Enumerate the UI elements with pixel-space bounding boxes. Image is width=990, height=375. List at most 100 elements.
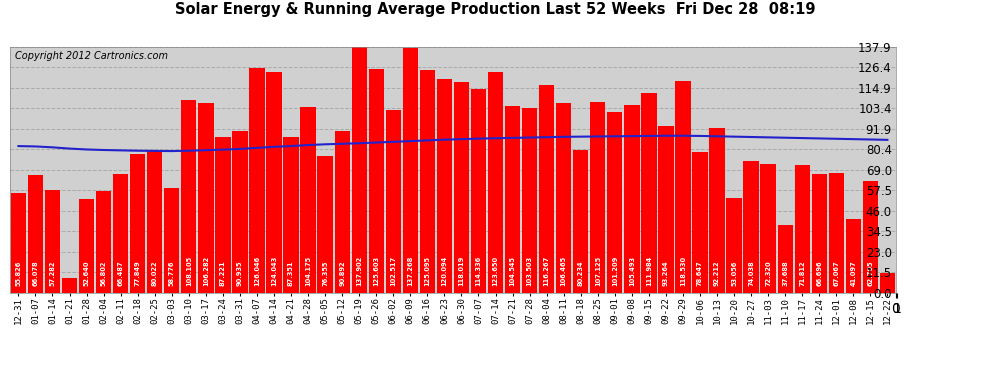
Text: 125.603: 125.603 [373, 256, 379, 286]
Text: 103.503: 103.503 [527, 256, 533, 286]
Text: 107.125: 107.125 [595, 256, 601, 286]
Text: 87.221: 87.221 [220, 261, 226, 286]
Bar [658, 126, 673, 292]
Text: 66.696: 66.696 [817, 261, 823, 286]
Bar [471, 89, 486, 292]
Bar [880, 273, 895, 292]
Text: 124.043: 124.043 [271, 256, 277, 286]
Text: 93.264: 93.264 [663, 261, 669, 286]
Text: 67.067: 67.067 [834, 261, 840, 286]
Text: 58.776: 58.776 [168, 261, 175, 286]
Text: 66.487: 66.487 [118, 261, 124, 286]
Text: 87.351: 87.351 [288, 261, 294, 286]
Bar [675, 81, 691, 292]
Text: 55.826: 55.826 [16, 261, 22, 286]
Text: 116.267: 116.267 [544, 256, 549, 286]
Bar [795, 165, 810, 292]
Bar [300, 107, 316, 292]
Text: 104.175: 104.175 [305, 256, 311, 286]
Bar [351, 47, 367, 292]
Bar [215, 137, 231, 292]
Bar [368, 69, 384, 292]
Text: 101.209: 101.209 [612, 256, 618, 286]
Text: 118.019: 118.019 [458, 256, 464, 286]
Text: 90.935: 90.935 [237, 261, 243, 286]
Text: 108.105: 108.105 [186, 256, 192, 286]
Text: 78.647: 78.647 [697, 261, 703, 286]
Text: 114.336: 114.336 [475, 256, 481, 286]
Bar [96, 191, 111, 292]
Text: 105.493: 105.493 [629, 256, 635, 286]
Text: 74.038: 74.038 [748, 261, 754, 286]
Text: 41.097: 41.097 [850, 261, 856, 286]
Bar [692, 152, 708, 292]
Text: 106.282: 106.282 [203, 256, 209, 286]
Text: 57.282: 57.282 [50, 261, 55, 286]
Bar [266, 72, 282, 292]
Text: 80.022: 80.022 [151, 261, 157, 286]
Bar [488, 72, 503, 292]
Text: 120.094: 120.094 [442, 256, 447, 286]
Text: 104.545: 104.545 [510, 256, 516, 286]
Text: 77.849: 77.849 [135, 261, 141, 286]
Bar [318, 156, 333, 292]
Bar [522, 108, 538, 292]
Bar [710, 128, 725, 292]
Bar [79, 199, 94, 292]
Bar [505, 106, 520, 292]
Bar [539, 86, 554, 292]
Bar [28, 175, 44, 292]
Text: 125.095: 125.095 [425, 256, 431, 286]
Text: 80.234: 80.234 [578, 261, 584, 286]
Text: 72.320: 72.320 [765, 261, 771, 286]
Bar [233, 130, 248, 292]
Bar [845, 219, 861, 292]
Text: 92.212: 92.212 [714, 261, 720, 286]
Bar [556, 103, 571, 292]
Text: 66.078: 66.078 [33, 261, 39, 286]
Text: 90.892: 90.892 [340, 261, 346, 286]
Text: 111.984: 111.984 [645, 256, 651, 286]
Bar [727, 198, 742, 292]
Bar [607, 112, 623, 292]
Bar [573, 150, 588, 292]
Text: 137.902: 137.902 [356, 256, 362, 286]
Bar [642, 93, 656, 292]
Bar [760, 164, 776, 292]
Bar [164, 188, 179, 292]
Text: 137.268: 137.268 [407, 256, 414, 286]
Text: 106.465: 106.465 [560, 256, 566, 286]
Bar [181, 100, 196, 292]
Text: 62.705: 62.705 [867, 261, 873, 286]
Bar [113, 174, 129, 292]
Bar [283, 137, 299, 292]
Bar [829, 173, 844, 292]
Bar [437, 79, 452, 292]
Text: Copyright 2012 Cartronics.com: Copyright 2012 Cartronics.com [15, 51, 168, 61]
Bar [198, 103, 214, 292]
Text: 126.046: 126.046 [254, 256, 260, 286]
Text: 118.530: 118.530 [680, 256, 686, 286]
Bar [590, 102, 606, 292]
Bar [61, 278, 77, 292]
Bar [386, 110, 401, 292]
Bar [624, 105, 640, 292]
Bar [130, 154, 146, 292]
Bar [249, 68, 264, 292]
Text: 52.640: 52.640 [83, 261, 89, 286]
Bar [743, 160, 758, 292]
Bar [420, 70, 435, 292]
Bar [777, 225, 793, 292]
Bar [45, 190, 60, 292]
Bar [453, 82, 469, 292]
Text: 71.812: 71.812 [799, 261, 805, 286]
Text: 53.056: 53.056 [731, 261, 738, 286]
Text: Solar Energy & Running Average Production Last 52 Weeks  Fri Dec 28  08:19: Solar Energy & Running Average Productio… [175, 2, 815, 17]
Text: 56.802: 56.802 [101, 261, 107, 286]
Text: 102.517: 102.517 [390, 256, 396, 286]
Bar [403, 48, 418, 292]
Bar [335, 130, 349, 292]
Text: 123.650: 123.650 [492, 256, 499, 286]
Bar [148, 150, 162, 292]
Text: 76.355: 76.355 [322, 261, 328, 286]
